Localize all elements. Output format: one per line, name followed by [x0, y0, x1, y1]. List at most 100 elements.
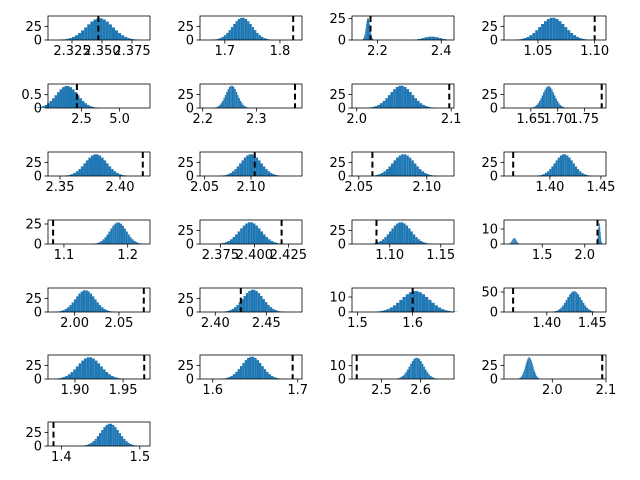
histogram-bar [239, 366, 243, 379]
x-tick-label: 1.45 [578, 316, 607, 331]
subplot-6: 2.2 2.3 025 [177, 83, 303, 127]
histogram-bar [426, 372, 429, 379]
histogram-bar [108, 166, 112, 176]
histogram-bar [223, 35, 227, 40]
y-tick-label: 0 [338, 170, 346, 185]
axes-frame [199, 83, 303, 109]
histogram-bar [547, 86, 549, 108]
histogram-bar [90, 21, 94, 40]
histogram-bar [410, 231, 413, 244]
histogram-bar [375, 174, 379, 176]
histogram-bar [230, 239, 233, 244]
histogram-bar [567, 30, 571, 40]
histogram-bar [129, 237, 132, 244]
histogram-bar [374, 106, 378, 108]
histogram-bar [599, 227, 601, 244]
histogram-bar [275, 377, 279, 379]
y-tick-label: 0 [490, 170, 498, 185]
histogram-bar [266, 371, 269, 379]
histogram-bar [96, 154, 99, 176]
histogram-bar [510, 242, 512, 244]
histogram-bar [255, 225, 258, 244]
histogram-bar [42, 106, 45, 108]
histogram-bar [547, 171, 550, 176]
histogram-bar [129, 444, 132, 446]
histogram-bar [401, 85, 404, 108]
x-tick-label: 1.95 [109, 383, 138, 398]
histogram-bar [512, 239, 513, 244]
histogram-bar [108, 24, 112, 40]
histogram-bar [534, 106, 537, 108]
histogram-bar [244, 18, 248, 40]
histogram-bar [586, 307, 588, 312]
histogram-bar [421, 38, 425, 40]
histogram-bar [103, 427, 106, 446]
histogram-bar [417, 239, 420, 244]
histogram-bar [523, 369, 525, 379]
histogram-bar [381, 239, 385, 244]
histogram-bar [87, 291, 90, 312]
y-tick-label: 0 [490, 102, 498, 117]
histogram-bar [393, 160, 397, 176]
histogram-bar [255, 290, 258, 312]
histogram-bar [589, 310, 592, 312]
histogram-bar [263, 234, 266, 244]
histogram-bar [402, 296, 406, 312]
histogram-bar [552, 92, 555, 108]
histogram-bar [106, 234, 109, 244]
histogram-bar [62, 310, 65, 312]
histogram-bar [421, 294, 426, 312]
histogram-bar [94, 299, 97, 312]
subplot-8: 1.651.701.75 025 [481, 83, 607, 127]
histogram-bar [106, 163, 109, 176]
histogram-bar [71, 36, 75, 40]
subplot-9: 2.35 2.40 025 [25, 151, 151, 195]
histogram-bar [101, 307, 104, 312]
histogram-bar [526, 360, 528, 379]
histogram-bar [418, 358, 421, 379]
histogram-bar [116, 429, 119, 446]
histogram-bar [422, 242, 425, 244]
histogram-bar [258, 160, 261, 176]
histogram-bar [581, 172, 584, 176]
histogram-bar [535, 374, 537, 379]
histogram-bar [109, 423, 113, 446]
histogram-bar [85, 444, 89, 446]
histogram-bar [568, 157, 571, 176]
histogram-bar [112, 424, 115, 446]
histogram-bar [105, 21, 109, 40]
histogram-bar [516, 240, 517, 244]
x-tick-label: 2.6 [410, 383, 431, 398]
histogram-bar [415, 237, 418, 244]
histogram-bar [224, 95, 227, 108]
histogram-bar [113, 171, 117, 176]
histogram-bar [582, 302, 585, 312]
histogram-bar [99, 18, 103, 40]
histogram-bar [230, 27, 234, 40]
histogram-bar [584, 305, 587, 312]
x-tick-label: 1.5 [532, 248, 553, 263]
histogram-bar [73, 299, 77, 312]
y-tick-label: 25 [481, 359, 498, 374]
axes-frame [47, 354, 151, 380]
y-tick-label: 0 [34, 440, 42, 455]
histogram-bar [251, 356, 255, 379]
histogram-bar [420, 361, 422, 379]
histogram-bar [529, 357, 531, 379]
x-tick-label: 2.40 [106, 180, 135, 195]
histogram-bar [227, 240, 231, 244]
histogram-bar [116, 172, 119, 176]
histogram-bar [274, 310, 277, 312]
axes-frame [351, 83, 455, 109]
histogram-bar [131, 239, 134, 244]
histogram-bar [125, 231, 128, 244]
histogram-bar [549, 17, 553, 40]
histogram-bar [422, 104, 425, 108]
histogram-bar [412, 291, 416, 312]
axes-frame [351, 15, 455, 41]
axes-frame [503, 151, 607, 177]
histogram-bar [67, 374, 71, 379]
histogram-bar [366, 24, 367, 40]
x-tick-label: 2.05 [344, 180, 373, 195]
histogram-bar [551, 89, 553, 108]
